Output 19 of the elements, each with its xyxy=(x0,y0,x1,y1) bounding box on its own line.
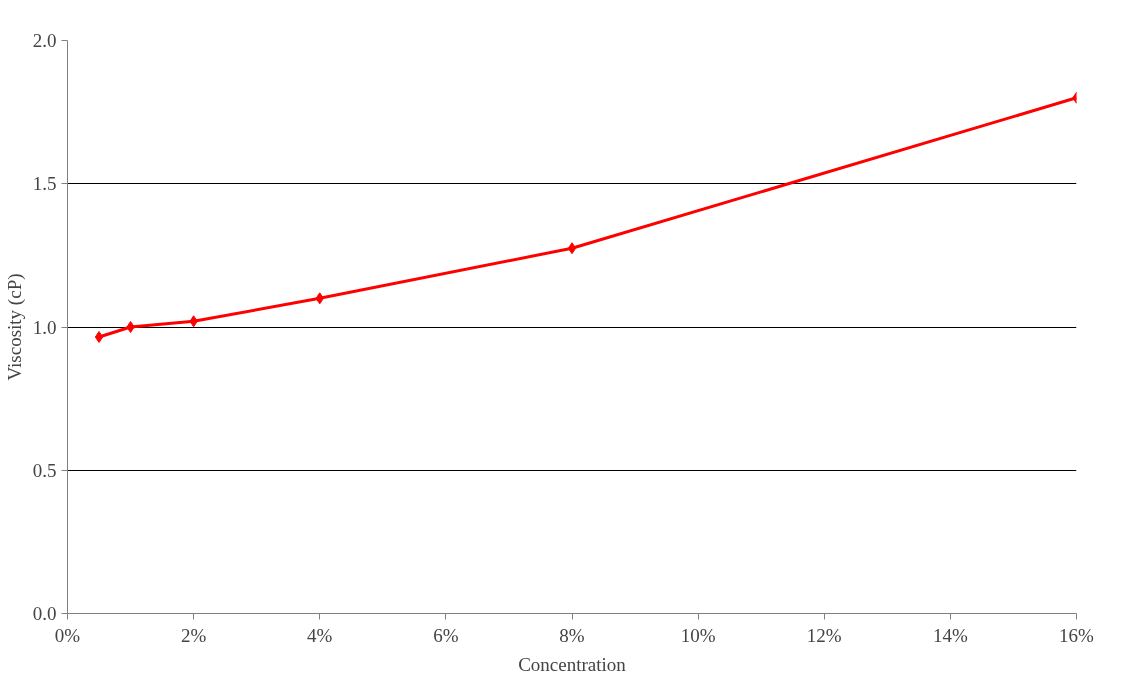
x-tick-label: 0% xyxy=(54,624,81,646)
y-axis-title: Viscosity (cP) xyxy=(3,273,26,381)
point xyxy=(94,331,104,344)
x-tick-label: 12% xyxy=(806,624,842,646)
x-tick-label: 6% xyxy=(433,624,459,646)
x-tick-label: 2% xyxy=(180,624,207,646)
y-tick-label: 1.5 xyxy=(32,173,57,195)
x-tick-label: 8% xyxy=(559,624,585,646)
x-tick-label: 4% xyxy=(307,624,333,646)
x-axis-title: Concentration xyxy=(518,653,627,675)
x-tick-label: 14% xyxy=(932,624,968,646)
y-tick-label: 0.5 xyxy=(32,459,57,481)
y-tick-label: 2.0 xyxy=(32,30,57,51)
x-tick-label: 10% xyxy=(680,624,716,646)
x-tick-label: 16% xyxy=(1059,624,1095,646)
point xyxy=(126,321,135,333)
y-tick-label: 0.0 xyxy=(32,603,57,624)
y-tick-label: 1.0 xyxy=(32,316,57,338)
point xyxy=(567,242,577,255)
